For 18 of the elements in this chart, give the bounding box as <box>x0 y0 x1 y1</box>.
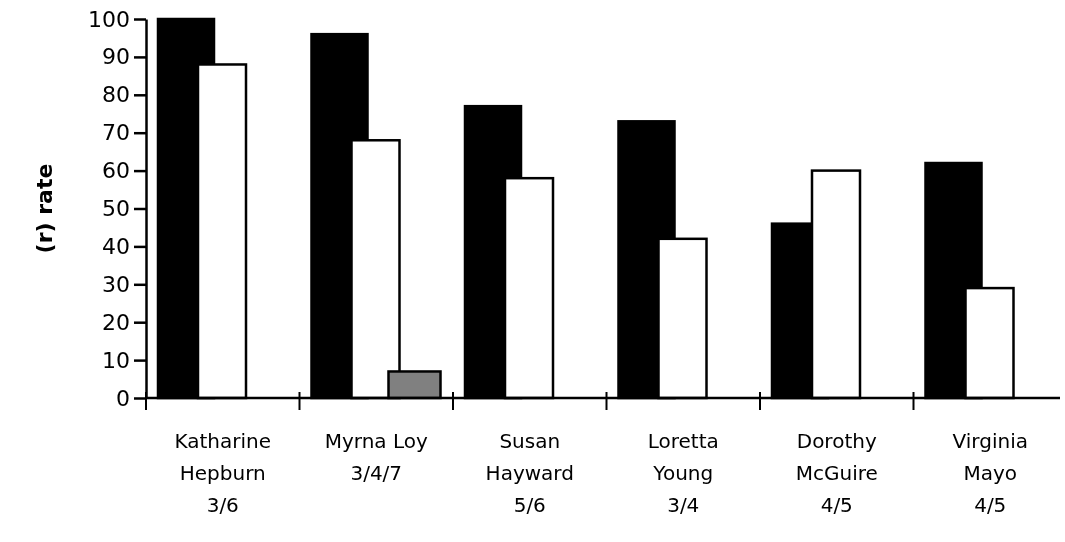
y-tick-label: 20 <box>102 309 130 335</box>
y-tick-label: 0 <box>116 385 130 411</box>
y-tick-label: 90 <box>102 44 130 70</box>
x-tick-label: Katharine Hepburn 3/6 <box>174 429 272 517</box>
x-tick-label: Myrna Loy 3/4/7 <box>324 429 428 485</box>
x-tick-label: Dorothy McGuire 4/5 <box>795 429 878 517</box>
y-tick-label: 50 <box>102 196 130 222</box>
y-tick-label: 30 <box>102 271 130 297</box>
x-tick-label: Susan Hayward 5/6 <box>485 429 574 517</box>
y-tick-label: 80 <box>102 82 130 108</box>
y-tick-label: 10 <box>102 347 130 373</box>
y-tick-label: 40 <box>102 233 130 259</box>
y-axis-title: (r) rate <box>32 163 57 254</box>
y-tick-label: 60 <box>102 158 130 184</box>
x-tick-label: Loretta Young 3/4 <box>647 429 719 517</box>
x-tick-label: Virginia Mayo 4/5 <box>952 429 1028 517</box>
y-tick-label: 70 <box>102 120 130 146</box>
y-tick-label: 100 <box>88 6 130 32</box>
